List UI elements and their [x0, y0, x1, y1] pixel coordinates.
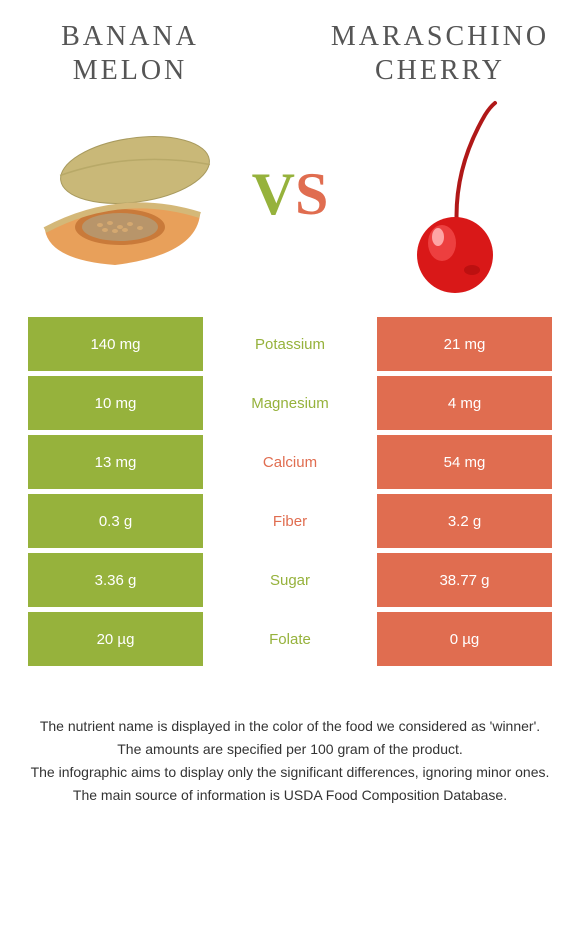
cell-left-value: 20 µg [28, 612, 203, 666]
header: Banana melon Maraschino cherry [0, 0, 580, 97]
title-right: Maraschino cherry [330, 20, 550, 87]
table-row: 3.36 g Sugar 38.77 g [28, 553, 552, 607]
footer-line: The main source of information is USDA F… [25, 785, 555, 806]
cell-right-value: 0 µg [377, 612, 552, 666]
cell-left-value: 10 mg [28, 376, 203, 430]
cell-nutrient: Sugar [203, 553, 377, 607]
footer-notes: The nutrient name is displayed in the co… [0, 671, 580, 806]
cell-left-value: 3.36 g [28, 553, 203, 607]
comparison-table: 140 mg Potassium 21 mg 10 mg Magnesium 4… [0, 317, 580, 666]
cherry-icon [390, 95, 530, 295]
cell-nutrient: Potassium [203, 317, 377, 371]
cell-nutrient: Folate [203, 612, 377, 666]
vs-s: S [295, 161, 328, 227]
food-image-left [15, 105, 225, 285]
vs-v: V [252, 161, 295, 227]
cell-right-value: 38.77 g [377, 553, 552, 607]
footer-line: The amounts are specified per 100 gram o… [25, 739, 555, 760]
cell-left-value: 13 mg [28, 435, 203, 489]
table-row: 10 mg Magnesium 4 mg [28, 376, 552, 430]
cell-right-value: 54 mg [377, 435, 552, 489]
cell-nutrient: Fiber [203, 494, 377, 548]
food-image-right [355, 105, 565, 285]
title-left: Banana melon [30, 20, 230, 87]
images-row: VS [0, 97, 580, 317]
melon-icon [20, 115, 220, 275]
table-row: 13 mg Calcium 54 mg [28, 435, 552, 489]
cell-left-value: 0.3 g [28, 494, 203, 548]
table-row: 140 mg Potassium 21 mg [28, 317, 552, 371]
cell-right-value: 4 mg [377, 376, 552, 430]
vs-label: VS [252, 160, 329, 229]
footer-line: The nutrient name is displayed in the co… [25, 716, 555, 737]
table-row: 0.3 g Fiber 3.2 g [28, 494, 552, 548]
cell-right-value: 3.2 g [377, 494, 552, 548]
footer-line: The infographic aims to display only the… [25, 762, 555, 783]
table-row: 20 µg Folate 0 µg [28, 612, 552, 666]
cell-right-value: 21 mg [377, 317, 552, 371]
cell-nutrient: Magnesium [203, 376, 377, 430]
cell-nutrient: Calcium [203, 435, 377, 489]
cell-left-value: 140 mg [28, 317, 203, 371]
